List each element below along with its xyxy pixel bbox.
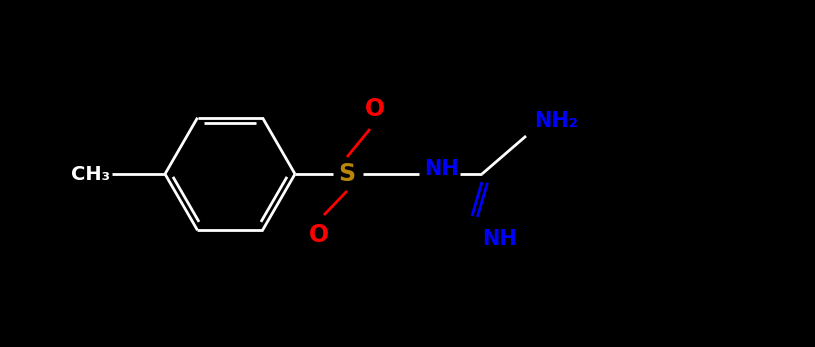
Text: NH₂: NH₂: [534, 111, 578, 131]
Text: O: O: [309, 223, 329, 247]
Text: NH: NH: [424, 159, 459, 179]
Text: NH: NH: [482, 229, 517, 249]
Text: CH₃: CH₃: [71, 164, 110, 184]
Text: S: S: [338, 162, 355, 186]
Text: O: O: [365, 97, 385, 121]
